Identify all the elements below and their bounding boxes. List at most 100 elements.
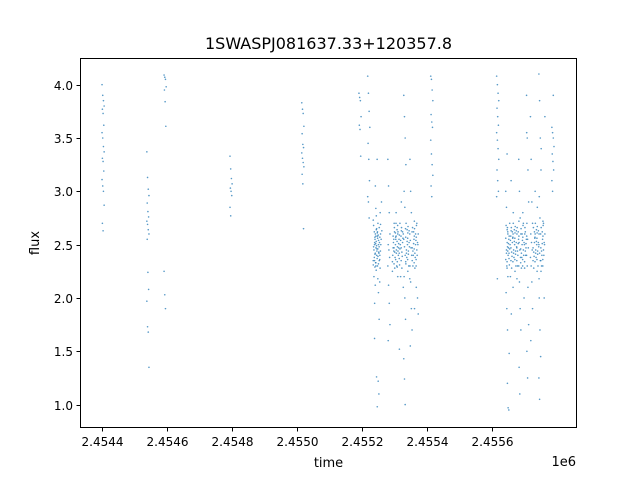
data-point xyxy=(532,226,535,229)
data-point xyxy=(530,241,533,244)
data-point xyxy=(495,75,498,77)
data-point xyxy=(527,201,530,203)
data-point xyxy=(408,245,411,248)
data-point xyxy=(523,260,526,263)
data-point xyxy=(551,153,554,155)
data-point xyxy=(552,94,555,97)
data-point xyxy=(377,234,379,236)
data-point xyxy=(538,233,540,235)
data-point xyxy=(539,137,542,139)
data-point xyxy=(413,235,416,237)
data-point xyxy=(373,241,376,244)
data-point xyxy=(378,241,381,244)
data-point xyxy=(414,256,417,259)
data-point xyxy=(379,243,382,246)
x-tick-label: 2.4552 xyxy=(342,435,384,449)
data-point xyxy=(391,260,394,263)
data-point xyxy=(518,235,520,237)
data-point xyxy=(381,229,383,232)
data-point xyxy=(413,238,415,241)
y-tick-label: 2.5 xyxy=(54,239,73,253)
data-point xyxy=(398,238,400,241)
data-point xyxy=(416,254,418,257)
data-point xyxy=(521,265,524,267)
data-point xyxy=(525,131,528,134)
data-point xyxy=(387,243,390,246)
data-point xyxy=(378,226,381,229)
data-point xyxy=(510,259,512,262)
data-point xyxy=(508,238,510,241)
data-point xyxy=(535,228,538,231)
data-point xyxy=(301,157,304,160)
data-point xyxy=(375,228,378,231)
data-point xyxy=(359,128,361,131)
data-point xyxy=(393,231,396,233)
data-point xyxy=(301,108,304,110)
data-point xyxy=(516,250,519,252)
data-point xyxy=(400,235,402,237)
data-point xyxy=(403,378,406,380)
data-point xyxy=(393,263,395,265)
data-point xyxy=(515,229,518,232)
data-point xyxy=(405,249,408,251)
data-point xyxy=(404,403,406,406)
y-tick-label: 2.0 xyxy=(54,292,73,306)
data-point xyxy=(399,275,402,278)
data-point xyxy=(541,258,544,261)
data-point xyxy=(148,233,150,235)
data-point xyxy=(496,169,498,171)
data-point xyxy=(147,288,150,291)
data-point xyxy=(146,151,148,153)
data-point xyxy=(412,250,414,252)
data-point xyxy=(373,337,376,340)
data-point xyxy=(529,256,532,259)
data-point xyxy=(531,307,534,310)
data-point xyxy=(408,233,411,235)
data-point xyxy=(399,222,401,225)
data-point xyxy=(526,350,528,353)
data-point xyxy=(374,242,377,245)
data-point xyxy=(508,235,510,237)
data-point xyxy=(497,99,500,102)
data-point xyxy=(413,227,416,230)
data-point xyxy=(534,236,536,238)
data-point xyxy=(409,239,412,242)
data-point xyxy=(551,131,554,134)
data-point xyxy=(402,238,405,241)
data-point xyxy=(525,235,528,237)
data-point xyxy=(514,237,516,240)
data-point xyxy=(417,233,420,235)
data-point xyxy=(374,252,377,254)
data-point xyxy=(523,297,525,299)
data-point xyxy=(413,220,416,222)
data-point xyxy=(544,233,546,235)
data-point xyxy=(529,115,532,118)
y-axis: 1.0 1.5 2.0 2.5 3.0 3.5 4.0 xyxy=(54,79,81,413)
data-point xyxy=(430,121,433,123)
data-point xyxy=(147,210,149,213)
data-point xyxy=(367,142,369,145)
data-point xyxy=(375,254,378,257)
data-point xyxy=(524,226,526,229)
data-point xyxy=(506,260,508,263)
data-point xyxy=(368,217,370,219)
data-point xyxy=(519,248,522,250)
data-point xyxy=(389,233,391,235)
data-point xyxy=(401,241,404,244)
data-point xyxy=(508,252,510,254)
data-point xyxy=(378,393,380,395)
data-point xyxy=(101,185,104,187)
data-point xyxy=(302,143,304,146)
data-point xyxy=(302,161,304,164)
data-point xyxy=(534,222,537,225)
data-point xyxy=(391,270,394,273)
data-point xyxy=(521,239,524,242)
data-point xyxy=(506,307,508,310)
data-point xyxy=(396,224,399,227)
data-point xyxy=(515,241,518,244)
data-point xyxy=(533,231,536,233)
data-point xyxy=(302,183,304,185)
data-point xyxy=(527,286,529,289)
data-point xyxy=(411,231,413,233)
data-point xyxy=(405,163,407,166)
